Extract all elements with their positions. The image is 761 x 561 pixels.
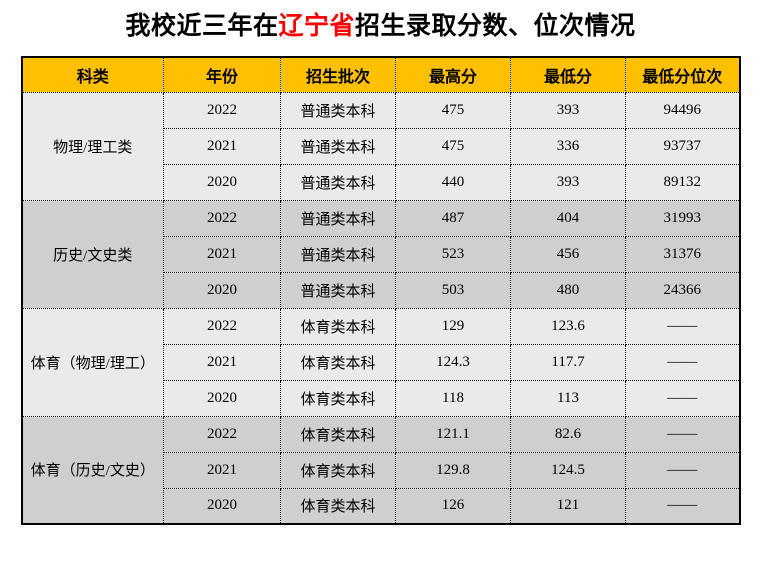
page-title: 我校近三年在辽宁省招生录取分数、位次情况 — [0, 9, 761, 43]
batch-cell: 普通类本科 — [280, 91, 396, 129]
max-score-cell: 124.3 — [395, 343, 511, 381]
max-score-cell: 118 — [395, 379, 511, 417]
header-category: 科类 — [21, 56, 164, 93]
batch-cell: 体育类本科 — [280, 487, 396, 525]
max-score-cell: 487 — [395, 199, 511, 237]
year-cell: 2020 — [163, 379, 281, 417]
table-row: 历史/文史类 2022 普通类本科 487 404 31993 — [21, 199, 740, 309]
min-rank-cell: —— — [625, 343, 740, 381]
header-row: 科类 年份 招生批次 最高分 最低分 最低分位次 — [21, 56, 740, 93]
table-row: 体育（物理/理工） 2022 体育类本科 129 123.6 —— — [21, 307, 740, 417]
min-score-cell: 113 — [510, 379, 626, 417]
year-cell: 2021 — [163, 127, 281, 165]
max-score-cell: 475 — [395, 91, 511, 129]
batch-cell: 体育类本科 — [280, 343, 396, 381]
table-row: 2021 体育类本科 124.3 117.7 —— — [22, 343, 740, 381]
max-score-cell: 475 — [395, 127, 511, 165]
table-row: 物理/理工类 2022 普通类本科 475 393 94496 — [21, 91, 740, 201]
batch-cell: 普通类本科 — [280, 271, 396, 309]
min-score-cell: 124.5 — [510, 451, 626, 489]
year-cell: 2022 — [163, 91, 281, 129]
max-score-cell: 129 — [395, 307, 511, 345]
year-cell: 2022 — [163, 199, 281, 237]
batch-cell: 体育类本科 — [280, 415, 396, 453]
min-rank-cell: —— — [625, 451, 740, 489]
year-cell: 2020 — [163, 163, 281, 201]
header-batch: 招生批次 — [280, 56, 396, 93]
min-rank-cell: 93737 — [625, 127, 740, 165]
batch-cell: 普通类本科 — [280, 127, 396, 165]
table-row: 2020 普通类本科 440 393 89132 — [22, 163, 740, 201]
table-row: 2021 体育类本科 129.8 124.5 —— — [22, 451, 740, 489]
batch-cell: 普通类本科 — [280, 199, 396, 237]
table-row: 2020 体育类本科 118 113 —— — [22, 379, 740, 417]
header-min-score: 最低分 — [510, 56, 626, 93]
max-score-cell: 126 — [395, 487, 511, 525]
min-rank-cell: —— — [625, 415, 740, 453]
max-score-cell: 523 — [395, 235, 511, 273]
header-year: 年份 — [163, 56, 281, 93]
table-row: 2020 体育类本科 126 121 —— — [22, 487, 740, 525]
category-cell: 体育（物理/理工） — [21, 307, 164, 417]
min-score-cell: 480 — [510, 271, 626, 309]
title-highlight: 辽宁省 — [278, 12, 355, 40]
min-score-cell: 404 — [510, 199, 626, 237]
year-cell: 2021 — [163, 451, 281, 489]
category-cell: 物理/理工类 — [21, 91, 164, 201]
min-rank-cell: 89132 — [625, 163, 740, 201]
min-rank-cell: —— — [625, 487, 740, 525]
min-rank-cell: —— — [625, 307, 740, 345]
title-suffix: 招生录取分数、位次情况 — [355, 12, 636, 40]
year-cell: 2021 — [163, 235, 281, 273]
table-row: 2021 普通类本科 523 456 31376 — [22, 235, 740, 273]
max-score-cell: 503 — [395, 271, 511, 309]
table-row: 2020 普通类本科 503 480 24366 — [22, 271, 740, 309]
min-rank-cell: 31376 — [625, 235, 740, 273]
batch-cell: 普通类本科 — [280, 235, 396, 273]
year-cell: 2022 — [163, 307, 281, 345]
header-max-score: 最高分 — [395, 56, 511, 93]
category-cell: 体育（历史/文史） — [21, 415, 164, 525]
batch-cell: 体育类本科 — [280, 307, 396, 345]
min-rank-cell: 94496 — [625, 91, 740, 129]
min-rank-cell: —— — [625, 379, 740, 417]
min-rank-cell: 31993 — [625, 199, 740, 237]
min-score-cell: 393 — [510, 91, 626, 129]
max-score-cell: 440 — [395, 163, 511, 201]
min-score-cell: 123.6 — [510, 307, 626, 345]
table-row: 体育（历史/文史） 2022 体育类本科 121.1 82.6 —— — [21, 415, 740, 525]
min-score-cell: 82.6 — [510, 415, 626, 453]
batch-cell: 普通类本科 — [280, 163, 396, 201]
admissions-table: 科类 年份 招生批次 最高分 最低分 最低分位次 物理/理工类 2022 普通类… — [20, 56, 741, 525]
year-cell: 2020 — [163, 271, 281, 309]
header-min-rank: 最低分位次 — [625, 56, 740, 93]
max-score-cell: 121.1 — [395, 415, 511, 453]
title-prefix: 我校近三年在 — [125, 12, 279, 40]
category-cell: 历史/文史类 — [21, 199, 164, 309]
min-rank-cell: 24366 — [625, 271, 740, 309]
table-row: 2021 普通类本科 475 336 93737 — [22, 127, 740, 165]
year-cell: 2021 — [163, 343, 281, 381]
min-score-cell: 336 — [510, 127, 626, 165]
batch-cell: 体育类本科 — [280, 451, 396, 489]
year-cell: 2020 — [163, 487, 281, 525]
max-score-cell: 129.8 — [395, 451, 511, 489]
min-score-cell: 121 — [510, 487, 626, 525]
min-score-cell: 456 — [510, 235, 626, 273]
batch-cell: 体育类本科 — [280, 379, 396, 417]
min-score-cell: 393 — [510, 163, 626, 201]
min-score-cell: 117.7 — [510, 343, 626, 381]
year-cell: 2022 — [163, 415, 281, 453]
